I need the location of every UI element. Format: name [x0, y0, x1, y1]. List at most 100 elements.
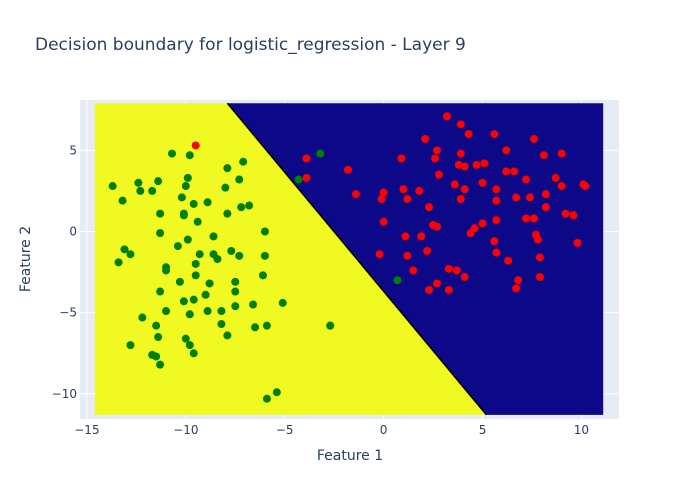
- scatter-point: [114, 258, 123, 267]
- scatter-point: [522, 175, 531, 184]
- scatter-point: [167, 149, 176, 158]
- scatter-point: [148, 186, 157, 195]
- scatter-point: [181, 334, 190, 343]
- scatter-point: [492, 196, 501, 205]
- scatter-point: [492, 185, 501, 194]
- scatter-point: [442, 112, 451, 121]
- scatter-point: [126, 341, 135, 350]
- scatter-point: [435, 170, 444, 179]
- scatter-point: [302, 154, 311, 163]
- scatter-point: [557, 149, 566, 158]
- scatter-point: [425, 285, 434, 294]
- scatter-point: [569, 211, 578, 220]
- scatter-point: [239, 157, 248, 166]
- scatter-point: [535, 253, 544, 262]
- scatter-point: [260, 251, 269, 260]
- scatter-point: [510, 167, 519, 176]
- y-axis-title: Feature 2: [18, 226, 34, 292]
- data-points: [108, 112, 590, 403]
- scatter-point: [179, 211, 188, 220]
- x-tick-label: 0: [380, 423, 388, 437]
- scatter-point: [512, 193, 521, 202]
- scatter-point: [425, 203, 434, 212]
- scatter-point: [217, 307, 226, 316]
- scatter-point: [480, 159, 489, 168]
- scatter-point: [213, 255, 222, 264]
- scatter-point: [162, 266, 171, 275]
- x-tick-labels: −15 −10 −5 0 5 10: [74, 423, 589, 437]
- scatter-point: [379, 188, 388, 197]
- scatter-point: [464, 130, 473, 139]
- scatter-point: [415, 186, 424, 195]
- scatter-point: [492, 248, 501, 257]
- scatter-point: [529, 134, 538, 143]
- chart-title: Decision boundary for logistic_regressio…: [35, 35, 466, 55]
- scatter-point: [156, 209, 165, 218]
- x-tick-label: −10: [173, 423, 198, 437]
- scatter-point: [326, 321, 335, 330]
- scatter-point: [136, 186, 145, 195]
- y-tick-label: −10: [52, 387, 77, 401]
- scatter-point: [377, 195, 386, 204]
- scatter-point: [316, 149, 325, 158]
- scatter-point: [217, 320, 226, 329]
- scatter-point: [156, 360, 165, 369]
- scatter-point: [344, 165, 353, 174]
- y-tick-label: 0: [69, 224, 77, 238]
- scatter-point: [433, 279, 442, 288]
- scatter-point: [245, 201, 254, 210]
- scatter-point: [514, 276, 523, 285]
- scatter-point: [179, 297, 188, 306]
- scatter-point: [195, 250, 204, 259]
- scatter-point: [193, 217, 202, 226]
- scatter-point: [235, 251, 244, 260]
- scatter-point: [118, 196, 127, 205]
- y-tick-labels: −10 −5 0 5: [52, 143, 77, 401]
- scatter-point: [191, 259, 200, 268]
- scatter-point: [223, 209, 232, 218]
- scatter-point: [490, 237, 499, 246]
- scatter-point: [478, 219, 487, 228]
- scatter-point: [156, 229, 165, 238]
- scatter-point: [444, 285, 453, 294]
- x-axis-title: Feature 1: [317, 448, 383, 464]
- scatter-point: [262, 321, 271, 330]
- scatter-point: [403, 195, 412, 204]
- x-tick-label: 5: [479, 423, 487, 437]
- scatter-point: [231, 287, 240, 296]
- y-tick-label: 5: [69, 143, 77, 157]
- scatter-point: [223, 164, 232, 173]
- scatter-point: [403, 251, 412, 260]
- scatter-point: [205, 279, 214, 288]
- scatter-point: [185, 341, 194, 350]
- x-tick-label: 10: [574, 423, 589, 437]
- scatter-point: [492, 216, 501, 225]
- scatter-point: [433, 222, 442, 231]
- scatter-point: [294, 175, 303, 184]
- scatter-point: [502, 146, 511, 155]
- scatter-point: [249, 300, 258, 309]
- scatter-point: [456, 120, 465, 129]
- scatter-point: [173, 242, 182, 251]
- x-tick-label: −5: [276, 423, 294, 437]
- scatter-point: [551, 173, 560, 182]
- scatter-point: [191, 271, 200, 280]
- scatter-point: [154, 177, 163, 186]
- scatter-point: [260, 227, 269, 236]
- scatter-point: [191, 141, 200, 150]
- scatter-point: [189, 349, 198, 358]
- scatter-point: [272, 388, 281, 397]
- scatter-point: [535, 272, 544, 281]
- scatter-point: [375, 250, 384, 259]
- decision-region-right: [227, 103, 604, 415]
- scatter-point: [409, 266, 418, 275]
- scatter-point: [251, 323, 260, 332]
- scatter-point: [456, 149, 465, 158]
- scatter-point: [539, 151, 548, 160]
- scatter-point: [185, 151, 194, 160]
- scatter-point: [399, 185, 408, 194]
- scatter-point: [154, 333, 163, 342]
- x-tick-label: −15: [74, 423, 99, 437]
- scatter-point: [431, 154, 440, 163]
